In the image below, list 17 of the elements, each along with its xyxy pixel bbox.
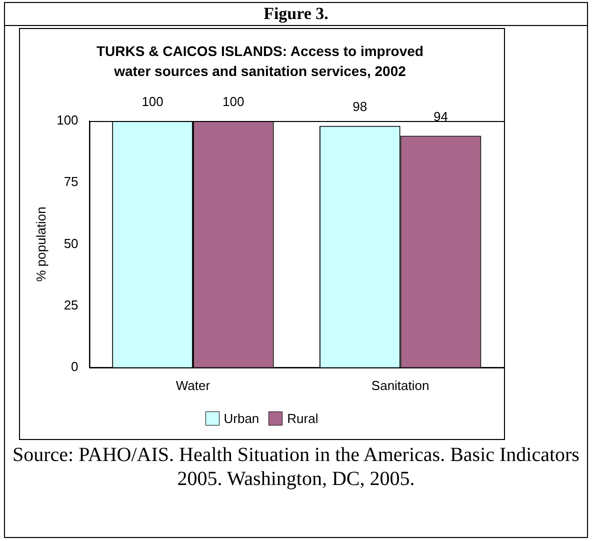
chart-title: TURKS & CAICOS ISLANDS: Access to improved water sources and sanitation services, 2002 bbox=[96, 42, 424, 81]
x-tick-label: Sanitation bbox=[371, 378, 430, 393]
x-tick-label: Water bbox=[176, 378, 211, 393]
data-label: 100 bbox=[142, 94, 164, 110]
source-note: Source: PAHO/AIS. Health Situation in the Americas. Basic Indicators 2005. Washington, DC, 2005. bbox=[12, 443, 580, 491]
y-tick-label: 0 bbox=[71, 358, 78, 374]
data-label: 94 bbox=[434, 108, 448, 124]
caption: Figure 3. bbox=[5, 3, 587, 26]
y-tick-label: 50 bbox=[64, 236, 78, 251]
legend-label: Rural bbox=[287, 411, 318, 426]
y-tick-label: 100 bbox=[56, 112, 78, 128]
data-label: 100 bbox=[222, 94, 244, 110]
y-tick-label: 25 bbox=[64, 297, 78, 312]
legend-label: Urban bbox=[224, 411, 260, 426]
y-axis-title: % population bbox=[33, 206, 48, 282]
y-tick-label: 75 bbox=[64, 174, 78, 190]
data-label: 98 bbox=[352, 99, 368, 114]
